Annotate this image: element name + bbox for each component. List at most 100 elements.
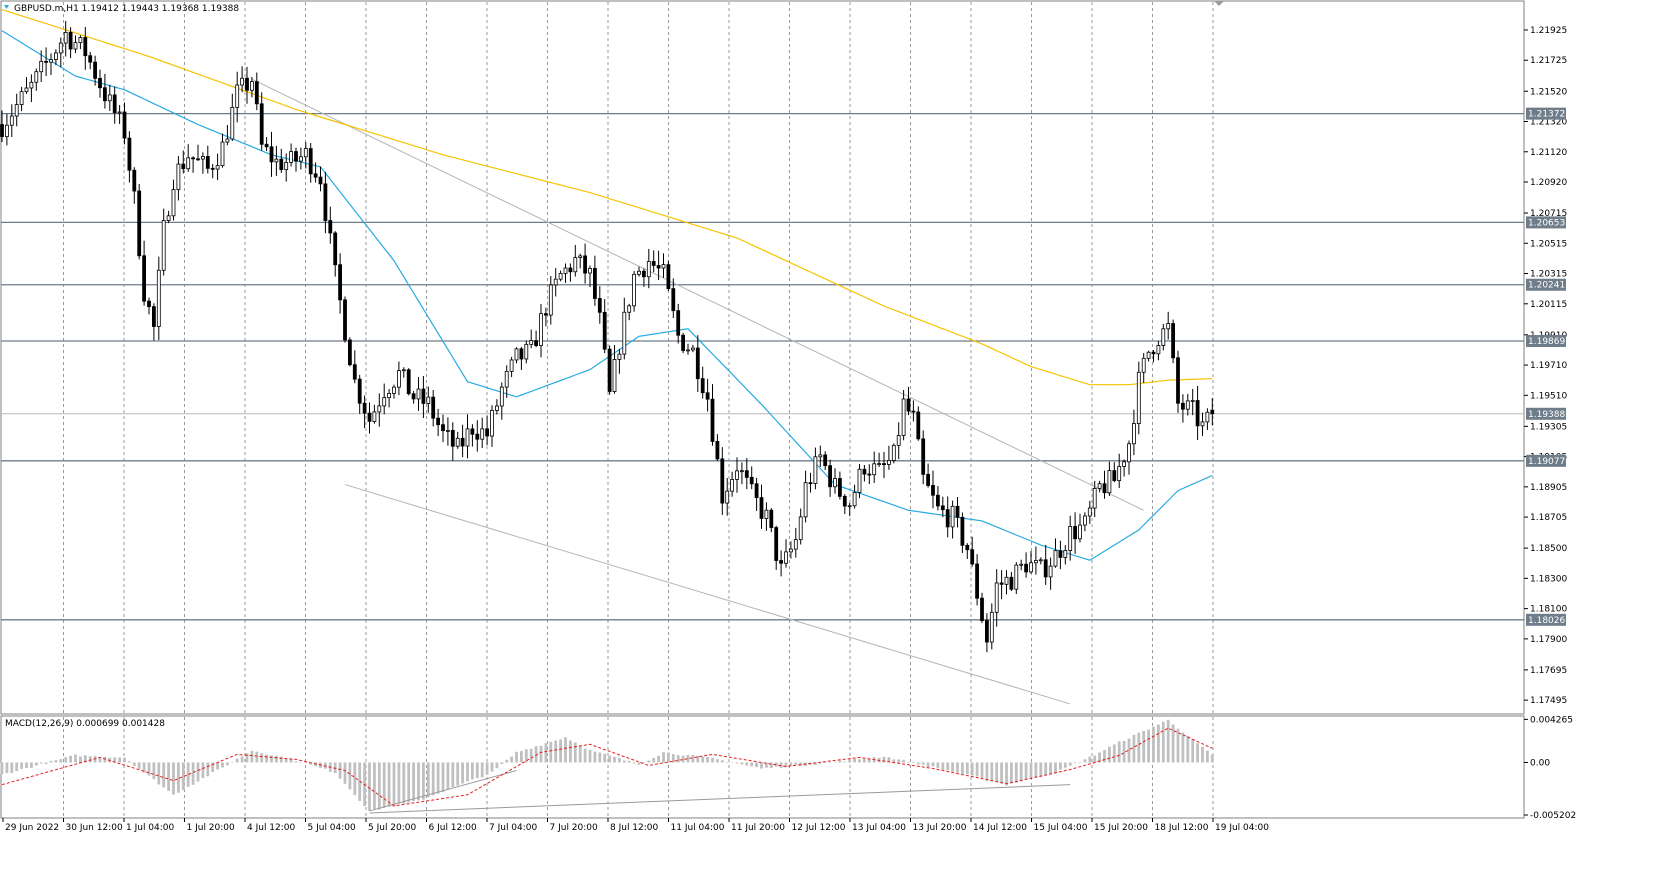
macd-bar bbox=[730, 762, 734, 763]
candle-body bbox=[681, 334, 685, 351]
candle-body bbox=[63, 31, 68, 44]
candle-body bbox=[357, 378, 362, 404]
candle-body bbox=[544, 313, 548, 316]
macd-bar bbox=[69, 755, 72, 763]
macd-bar bbox=[956, 762, 959, 773]
macd-bar bbox=[167, 762, 170, 791]
macd-bar bbox=[451, 762, 455, 788]
candle-body bbox=[769, 509, 774, 528]
candle-body bbox=[406, 369, 411, 395]
x-tick-label: 19 Jul 04:00 bbox=[1215, 823, 1269, 833]
macd-bar bbox=[294, 761, 298, 763]
y-tick-label: 1.20515 bbox=[1530, 239, 1567, 249]
candle-body bbox=[563, 267, 568, 274]
macd-bar bbox=[1019, 762, 1023, 782]
candle-body bbox=[323, 183, 328, 221]
candle-body bbox=[539, 313, 543, 346]
candle-body bbox=[220, 141, 225, 167]
candle-body bbox=[1014, 564, 1019, 590]
macd-bar bbox=[240, 756, 244, 763]
macd-tick-label: 0.00 bbox=[1530, 758, 1550, 768]
candle-body bbox=[14, 104, 19, 117]
moving-averages bbox=[1, 9, 1213, 561]
price-panel: 1.21925 1.21725 1.21520 1.21320 1.21120 1.209… bbox=[0, 0, 1567, 715]
macd-bar bbox=[784, 762, 788, 768]
candle-body bbox=[857, 468, 862, 493]
candle-body bbox=[499, 386, 504, 407]
candle-body bbox=[445, 429, 450, 432]
macd-bar bbox=[353, 762, 357, 796]
candle-body bbox=[34, 71, 39, 83]
candle-body bbox=[196, 158, 200, 161]
candle-body bbox=[774, 527, 779, 561]
macd-bar bbox=[142, 762, 146, 773]
candle-body bbox=[1112, 470, 1117, 481]
macd-bar bbox=[1093, 755, 1097, 763]
trend-line[interactable] bbox=[251, 78, 1144, 511]
candle-body bbox=[906, 398, 911, 412]
macd-bar bbox=[823, 762, 827, 763]
candle-body bbox=[808, 482, 813, 485]
macd-bar bbox=[716, 759, 719, 763]
candle-body bbox=[617, 353, 622, 360]
macd-bar bbox=[1206, 750, 1209, 763]
macd-bar bbox=[1029, 762, 1033, 778]
candle-body bbox=[588, 268, 592, 274]
candle-body bbox=[186, 157, 191, 170]
candle-body bbox=[960, 516, 965, 546]
candle-body bbox=[176, 163, 181, 190]
candle-body bbox=[78, 37, 83, 44]
macd-bar bbox=[471, 762, 474, 780]
level-label-box bbox=[1526, 613, 1566, 626]
macd-bar bbox=[1166, 719, 1170, 763]
candle-body bbox=[602, 311, 607, 350]
candle-body bbox=[534, 340, 538, 346]
macd-trend-line[interactable] bbox=[369, 784, 1071, 814]
level-label-box bbox=[1526, 454, 1566, 467]
candle-body bbox=[215, 165, 220, 170]
macd-bar bbox=[5, 762, 9, 774]
macd-bar bbox=[936, 762, 940, 768]
candle-body bbox=[896, 435, 901, 446]
candle-body bbox=[450, 429, 455, 447]
macd-bar bbox=[985, 762, 989, 781]
macd-bar bbox=[1044, 762, 1048, 776]
candle-body bbox=[686, 349, 690, 352]
candle-body bbox=[142, 255, 147, 302]
candle-body bbox=[49, 59, 53, 63]
macd-bar bbox=[1161, 721, 1165, 763]
candle-body bbox=[1181, 402, 1185, 410]
candle-body bbox=[759, 497, 764, 519]
candle-body bbox=[872, 463, 877, 476]
candle-body bbox=[181, 163, 186, 170]
macd-trend-line[interactable] bbox=[369, 770, 517, 812]
x-tick-label: 5 Jul 04:00 bbox=[308, 823, 357, 833]
x-tick-label: 30 Jun 12:00 bbox=[66, 823, 123, 833]
macd-bar bbox=[1103, 750, 1106, 763]
candle-body bbox=[387, 392, 392, 399]
candle-body bbox=[0, 124, 4, 138]
macd-bar bbox=[64, 757, 68, 763]
candle-body bbox=[1176, 357, 1180, 404]
candle-body bbox=[862, 468, 867, 475]
macd-bar bbox=[177, 762, 180, 793]
macd-bar bbox=[348, 762, 352, 790]
trend-line[interactable] bbox=[344, 484, 1071, 705]
x-tick-label: 12 Jul 12:00 bbox=[792, 823, 846, 833]
candle-body bbox=[333, 232, 338, 266]
x-tick-label: 1 Jul 04:00 bbox=[126, 823, 175, 833]
macd-bar bbox=[828, 762, 832, 763]
macd-bar bbox=[642, 762, 646, 764]
scroll-marker-icon[interactable] bbox=[1214, 1, 1224, 6]
candle-body bbox=[950, 505, 955, 528]
macd-bar bbox=[750, 762, 754, 767]
macd-bar bbox=[1063, 762, 1067, 768]
macd-bar bbox=[1186, 735, 1190, 763]
macd-bar bbox=[275, 755, 278, 763]
candle-body bbox=[1185, 400, 1190, 410]
macd-bar bbox=[867, 758, 871, 763]
macd-bar bbox=[539, 745, 543, 763]
macd-bar bbox=[740, 762, 744, 765]
macd-bar bbox=[431, 762, 435, 796]
macd-bar bbox=[657, 755, 660, 763]
